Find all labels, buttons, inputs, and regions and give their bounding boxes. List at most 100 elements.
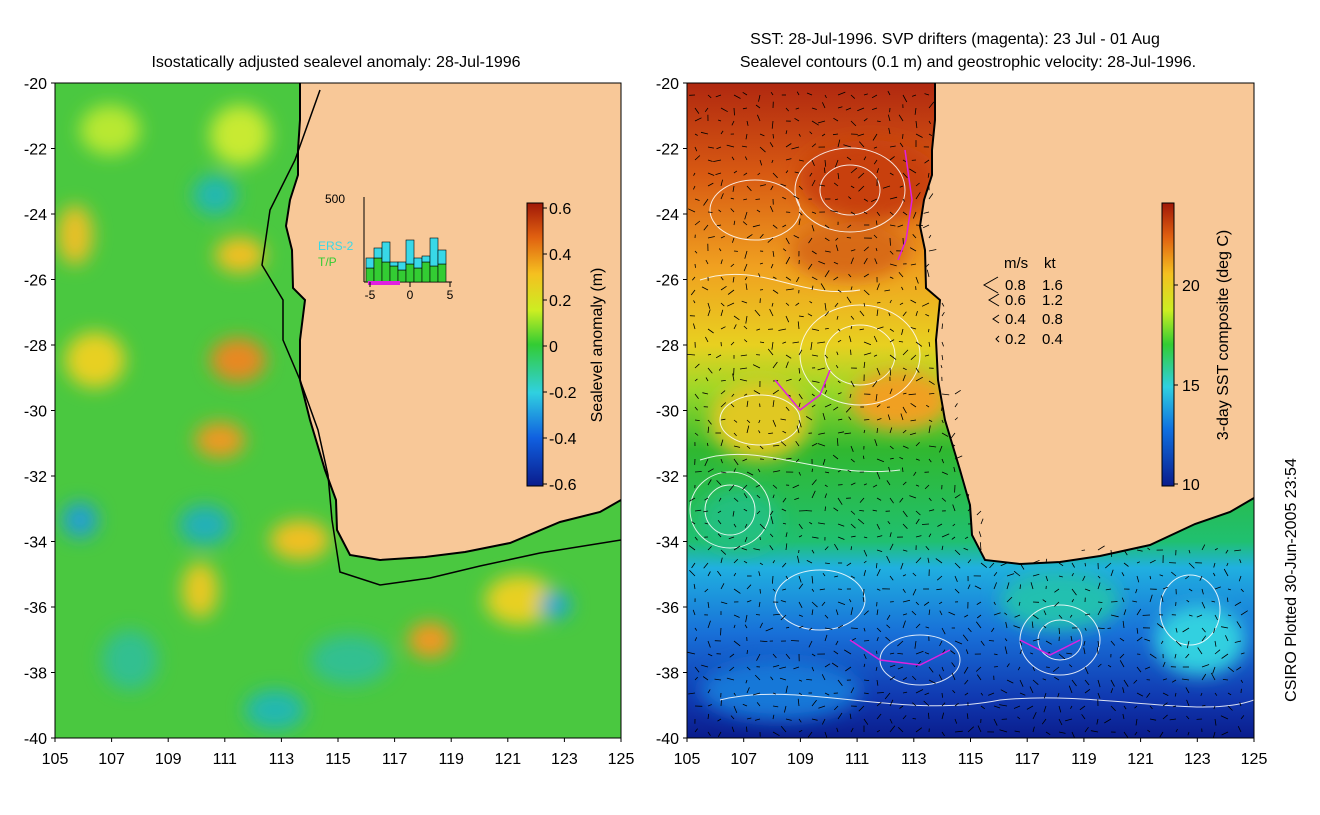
velocity-key-kt: 1.2 [1042,292,1063,309]
velocity-vector [1108,628,1112,629]
x-tick-label: 111 [845,751,869,768]
y-tick-label: -32 [656,469,679,486]
velocity-vector [864,641,869,642]
velocity-vector [1098,602,1102,603]
y-tick-label: -32 [24,469,47,486]
x-tick-label: 125 [608,751,635,768]
right-colorbar-label: 3-day SST composite (deg C) [1215,230,1232,440]
colorbar-tick-label: 0 [549,339,558,356]
x-tick-label: 109 [787,751,814,768]
right-colorbar-ramp [1162,203,1174,486]
velocity-key-header-kt: kt [1044,255,1057,272]
y-tick-label: -24 [24,207,47,224]
inset-legend-tp: T/P [318,255,337,269]
left-y-axis: -20 -22 -24 -26 -28 -30 -32 -34 -36 -38 -40 [24,76,55,748]
x-tick-label: 115 [958,751,984,768]
inset-bar [422,262,430,282]
y-tick-label: -22 [656,142,679,159]
inset-bar [430,266,438,282]
velocity-vector [734,108,735,115]
y-tick-label: -34 [656,535,679,552]
velocity-vector [695,264,696,268]
left-colorbar-ramp [527,203,543,486]
velocity-vector [721,628,722,635]
y-tick-label: -30 [656,404,679,421]
colorbar-tick-label: 10 [1182,477,1200,494]
y-tick-label: -40 [24,731,47,748]
velocity-vector [760,589,761,594]
footer-credit: CSIRO Plotted 30-Jun-2005 23:54 [1283,458,1300,702]
velocity-vector [989,641,994,642]
x-tick-label: 109 [155,751,182,768]
inset-bar [398,270,406,282]
velocity-vector [864,420,869,421]
x-tick-label: 119 [438,751,464,768]
velocity-vector [721,700,722,706]
velocity-vector [922,524,929,525]
inset-bar [438,264,446,282]
right-y-axis: -20-22-24-26-28-30-32-34-36-38-40 [656,76,687,748]
velocity-vector [851,628,858,629]
y-tick-label: -40 [656,731,679,748]
velocity-key-kt: 0.4 [1042,331,1063,348]
y-tick-label: -34 [24,535,47,552]
velocity-vector [756,199,761,200]
inset-y-top-label: 500 [325,192,345,206]
velocity-key-kt: 0.8 [1042,311,1063,328]
inset-bar [366,258,374,268]
right-panel-title-line1: SST: 28-Jul-1996. SVP drifters (magenta)… [750,31,1160,48]
y-tick-label: -26 [24,273,47,290]
colorbar-tick-label: 20 [1182,278,1200,295]
x-tick-label: 119 [1071,751,1097,768]
velocity-vector [747,727,748,732]
y-tick-label: -36 [656,600,679,617]
x-tick-label: 111 [213,751,237,768]
colorbar-tick-label: -0.4 [549,431,577,448]
velocity-vector [903,134,904,139]
inset-bar [406,264,414,282]
x-tick-label: 121 [1127,751,1154,768]
velocity-vector [695,472,702,473]
y-tick-label: -36 [24,600,47,617]
velocity-vector [1082,550,1085,551]
inset-bar [374,258,382,282]
velocity-vector [791,641,799,642]
y-tick-label: -38 [24,666,47,683]
inset-bar [414,258,422,268]
y-tick-label: -28 [24,338,47,355]
y-tick-label: -30 [24,404,47,421]
inset-bar [438,250,446,264]
left-panel-title: Isostatically adjusted sealevel anomaly:… [151,54,520,71]
left-colorbar-label: Sealevel anomaly (m) [589,268,606,423]
inset-x-tick-label: -5 [365,288,376,302]
inset-bar [382,242,390,262]
velocity-key-header-ms: m/s [1004,255,1028,272]
x-tick-label: 123 [551,751,578,768]
x-tick-label: 107 [730,751,757,768]
y-tick-label: -22 [24,142,47,159]
x-tick-label: 125 [1241,751,1268,768]
inset-legend-ers2: ERS-2 [318,239,354,253]
colorbar-tick-label: 0.6 [549,201,571,218]
inset-bar [382,262,390,282]
velocity-vector [851,350,852,355]
inset-bar [390,262,398,266]
velocity-vector [994,667,998,668]
inset-bar [366,268,374,282]
inset-bar [398,262,406,270]
y-tick-label: -26 [656,273,679,290]
velocity-vector [756,615,760,616]
x-tick-label: 121 [494,751,521,768]
right-panel-title-line2: Sealevel contours (0.1 m) and geostrophi… [740,54,1196,71]
y-tick-label: -24 [656,207,679,224]
inset-x-tick-label: 5 [447,288,454,302]
x-tick-label: 105 [42,751,69,768]
colorbar-tick-label: 0.2 [549,293,571,310]
y-tick-label: -20 [24,76,47,93]
velocity-key-ms: 0.2 [1005,331,1026,348]
velocity-vector [708,212,713,213]
inset-bar [406,240,414,264]
x-tick-label: 107 [98,751,125,768]
